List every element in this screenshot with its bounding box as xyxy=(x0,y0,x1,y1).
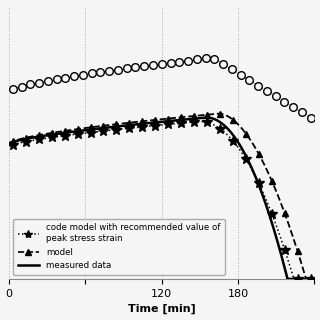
X-axis label: Time [min]: Time [min] xyxy=(128,304,196,315)
Legend: code model with recommended value of
peak stress strain, model, measured data: code model with recommended value of pea… xyxy=(13,219,225,275)
